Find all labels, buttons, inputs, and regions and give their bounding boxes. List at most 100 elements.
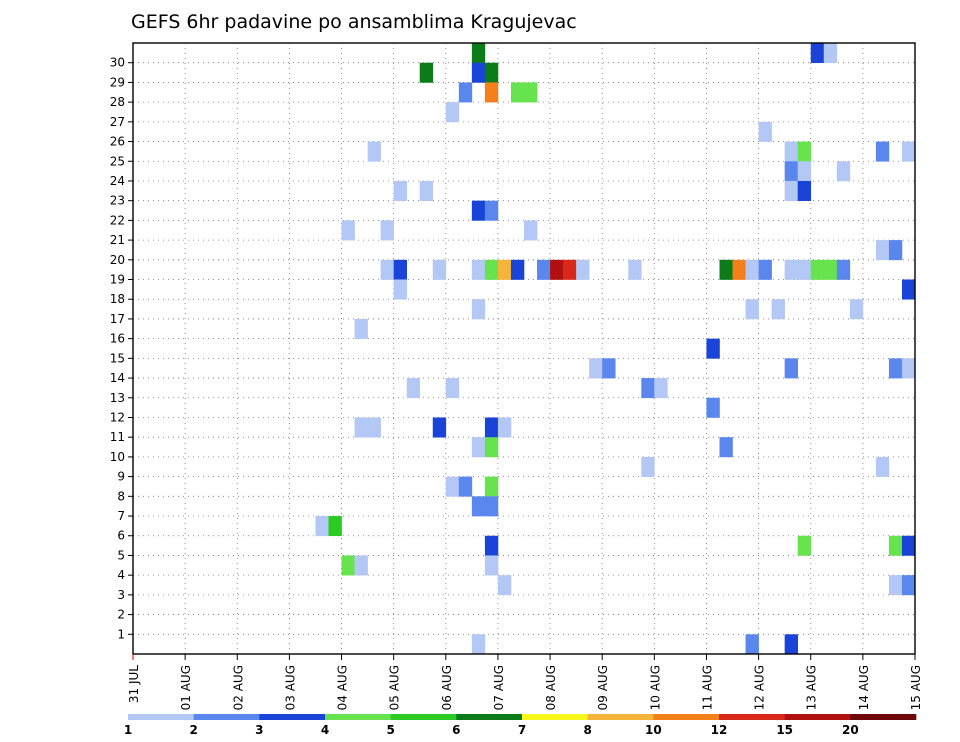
precip-cell — [836, 161, 851, 182]
precip-cell — [445, 378, 460, 399]
y-tick-label: 1 — [117, 627, 125, 641]
colorbar-swatch — [522, 714, 588, 720]
x-axis-ticks: 31 JUL 01 AUG 02 AUG 03 AUG 04 AUG 05 AUG 06 A… — [127, 654, 923, 710]
colorbar-label: 15 — [776, 723, 793, 737]
colorbar-label: 8 — [583, 723, 591, 737]
y-tick-label: 19 — [110, 273, 125, 287]
precip-cell — [875, 141, 890, 162]
precip-cell — [901, 535, 916, 556]
precip-cell — [419, 62, 434, 83]
precip-cell — [315, 516, 329, 537]
x-tick-label: 10 AUG — [648, 665, 662, 710]
precip-cell — [471, 299, 486, 320]
x-tick-label: 08 AUG — [544, 665, 558, 710]
x-tick-label: 12 AUG — [753, 665, 767, 710]
precip-cell — [497, 575, 512, 596]
precip-cell — [641, 378, 655, 399]
colorbar-swatch — [259, 714, 326, 720]
x-tick-label: 13 AUG — [805, 665, 819, 710]
x-tick-label: 03 AUG — [283, 665, 297, 710]
precip-cell — [641, 456, 655, 477]
precip-cell — [354, 318, 368, 339]
precip-cell — [888, 535, 903, 556]
y-tick-label: 23 — [110, 194, 125, 208]
x-tick-label: 15 AUG — [909, 665, 923, 710]
x-tick-label: 11 AUG — [700, 665, 714, 710]
colorbar-swatch — [653, 714, 720, 720]
precip-cell — [471, 62, 486, 83]
precip-cell — [550, 259, 564, 280]
precip-cell — [823, 43, 838, 64]
precip-cell — [510, 82, 525, 103]
precip-cell — [810, 43, 825, 64]
colorbar-label: 5 — [386, 723, 394, 737]
precip-cell — [471, 200, 486, 221]
colorbar-swatch — [390, 714, 457, 720]
precip-cell — [484, 259, 499, 280]
y-tick-label: 8 — [117, 489, 125, 503]
y-tick-label: 3 — [117, 588, 125, 602]
precip-cell — [797, 180, 812, 201]
colorbar-label: 2 — [189, 723, 197, 737]
y-tick-label: 28 — [110, 95, 125, 109]
precip-cell — [628, 259, 642, 280]
precip-cell — [758, 259, 772, 280]
precip-cell — [823, 259, 838, 280]
y-tick-label: 30 — [110, 56, 125, 70]
precip-cell — [784, 358, 798, 379]
colorbar-label: 3 — [255, 723, 263, 737]
precip-cell — [432, 259, 447, 280]
y-tick-label: 21 — [110, 233, 125, 247]
y-tick-label: 16 — [110, 332, 125, 346]
precip-cell — [758, 121, 772, 142]
y-tick-label: 9 — [117, 470, 125, 484]
y-tick-label: 7 — [117, 509, 125, 523]
precip-cell — [524, 220, 538, 241]
colorbar-swatch — [784, 714, 851, 720]
precip-cell — [537, 259, 551, 280]
precip-cell — [406, 378, 421, 399]
precip-cell — [484, 535, 499, 556]
y-tick-label: 15 — [110, 351, 125, 365]
precip-cell — [745, 259, 759, 280]
x-tick-label: 02 AUG — [231, 665, 245, 710]
colorbar-swatch — [193, 714, 260, 720]
precip-cell — [784, 180, 798, 201]
plot-area-frame — [132, 42, 916, 655]
precip-cell — [484, 496, 499, 517]
colorbar-label: 4 — [321, 723, 329, 737]
precip-cell — [901, 575, 916, 596]
precip-cell — [576, 259, 590, 280]
precip-cell — [445, 102, 460, 123]
colorbar-swatch — [325, 714, 391, 720]
colorbar-swatch — [128, 714, 194, 720]
precip-cell — [367, 141, 381, 162]
y-tick-label: 6 — [117, 529, 125, 543]
precip-cell — [393, 180, 407, 201]
precip-cell — [497, 417, 512, 438]
precip-cell — [380, 220, 394, 241]
precip-cell — [471, 634, 486, 655]
precip-cell — [901, 141, 916, 162]
precip-cell — [836, 259, 851, 280]
x-tick-label: 06 AUG — [440, 665, 454, 710]
x-tick-label: 04 AUG — [336, 665, 350, 710]
y-tick-label: 10 — [110, 450, 125, 464]
precip-cell — [784, 141, 798, 162]
precip-cell — [784, 161, 798, 182]
y-tick-label: 26 — [110, 135, 125, 149]
precip-cell — [484, 62, 499, 83]
precip-cell — [810, 259, 825, 280]
y-tick-label: 18 — [110, 292, 125, 306]
precip-cell — [797, 141, 812, 162]
precip-cell — [784, 259, 798, 280]
precip-cell — [524, 82, 538, 103]
colorbar-label: 6 — [452, 723, 460, 737]
colorbar-label: 12 — [711, 723, 728, 737]
y-tick-label: 2 — [117, 608, 125, 622]
precip-cell — [732, 259, 746, 280]
precip-cell — [471, 437, 486, 458]
precip-cell — [471, 496, 486, 517]
y-tick-label: 13 — [110, 391, 125, 405]
